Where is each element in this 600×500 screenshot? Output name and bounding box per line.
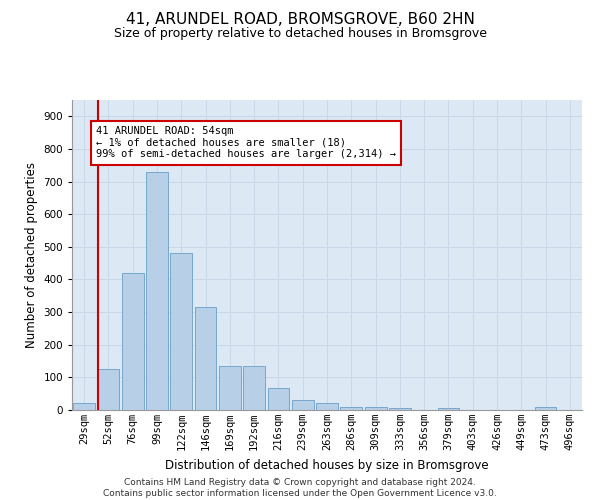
Bar xyxy=(365,406,386,410)
Text: Contains HM Land Registry data © Crown copyright and database right 2024.
Contai: Contains HM Land Registry data © Crown c… xyxy=(103,478,497,498)
Bar xyxy=(122,273,143,410)
Text: 41 ARUNDEL ROAD: 54sqm
← 1% of detached houses are smaller (18)
99% of semi-deta: 41 ARUNDEL ROAD: 54sqm ← 1% of detached … xyxy=(96,126,396,160)
X-axis label: Distribution of detached houses by size in Bromsgrove: Distribution of detached houses by size … xyxy=(165,458,489,471)
Bar xyxy=(268,388,289,410)
Bar xyxy=(340,406,362,410)
Bar xyxy=(97,369,119,410)
Bar xyxy=(73,404,95,410)
Bar xyxy=(389,408,411,410)
Bar xyxy=(219,366,241,410)
Bar xyxy=(437,408,460,410)
Bar xyxy=(292,400,314,410)
Bar xyxy=(170,254,192,410)
Text: Size of property relative to detached houses in Bromsgrove: Size of property relative to detached ho… xyxy=(113,28,487,40)
Bar xyxy=(535,406,556,410)
Bar xyxy=(316,403,338,410)
Y-axis label: Number of detached properties: Number of detached properties xyxy=(25,162,38,348)
Bar xyxy=(194,307,217,410)
Bar xyxy=(146,172,168,410)
Bar xyxy=(243,366,265,410)
Text: 41, ARUNDEL ROAD, BROMSGROVE, B60 2HN: 41, ARUNDEL ROAD, BROMSGROVE, B60 2HN xyxy=(125,12,475,28)
